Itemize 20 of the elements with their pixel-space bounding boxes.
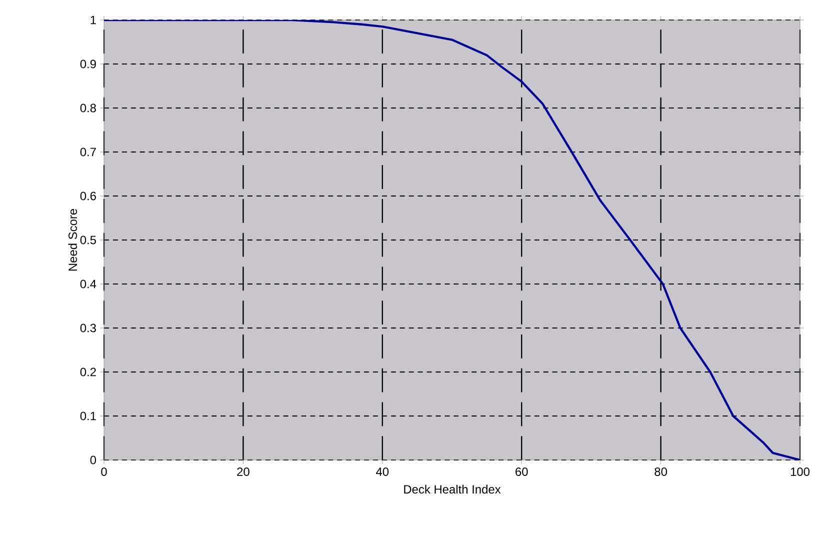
- line-series: [104, 20, 800, 460]
- y-tick-label: 0.1: [80, 412, 96, 420]
- x-tick-label: 100: [790, 468, 810, 476]
- x-tick-label: 60: [516, 468, 528, 476]
- x-axis-title: Deck Health Index: [404, 484, 501, 494]
- x-tick-label: 0: [101, 468, 107, 476]
- x-tick-label: 80: [654, 468, 667, 476]
- y-tick-label: 0: [90, 456, 96, 464]
- y-tick-label: 1: [90, 16, 96, 24]
- x-tick-label: 20: [237, 468, 250, 476]
- y-tick-label: 0.6: [80, 192, 96, 200]
- y-tick-label: 0.2: [80, 368, 96, 376]
- y-tick-label: 0.7: [80, 148, 96, 156]
- y-tick-label: 0.3: [80, 324, 96, 332]
- y-tick-label: 0.5: [80, 236, 96, 244]
- x-tick-label: 40: [376, 468, 389, 476]
- y-tick-label: 0.8: [80, 104, 96, 112]
- y-tick-label: 0.9: [80, 60, 96, 68]
- y-axis-title: Need Score: [68, 208, 78, 271]
- y-tick-label: 0.4: [80, 280, 96, 288]
